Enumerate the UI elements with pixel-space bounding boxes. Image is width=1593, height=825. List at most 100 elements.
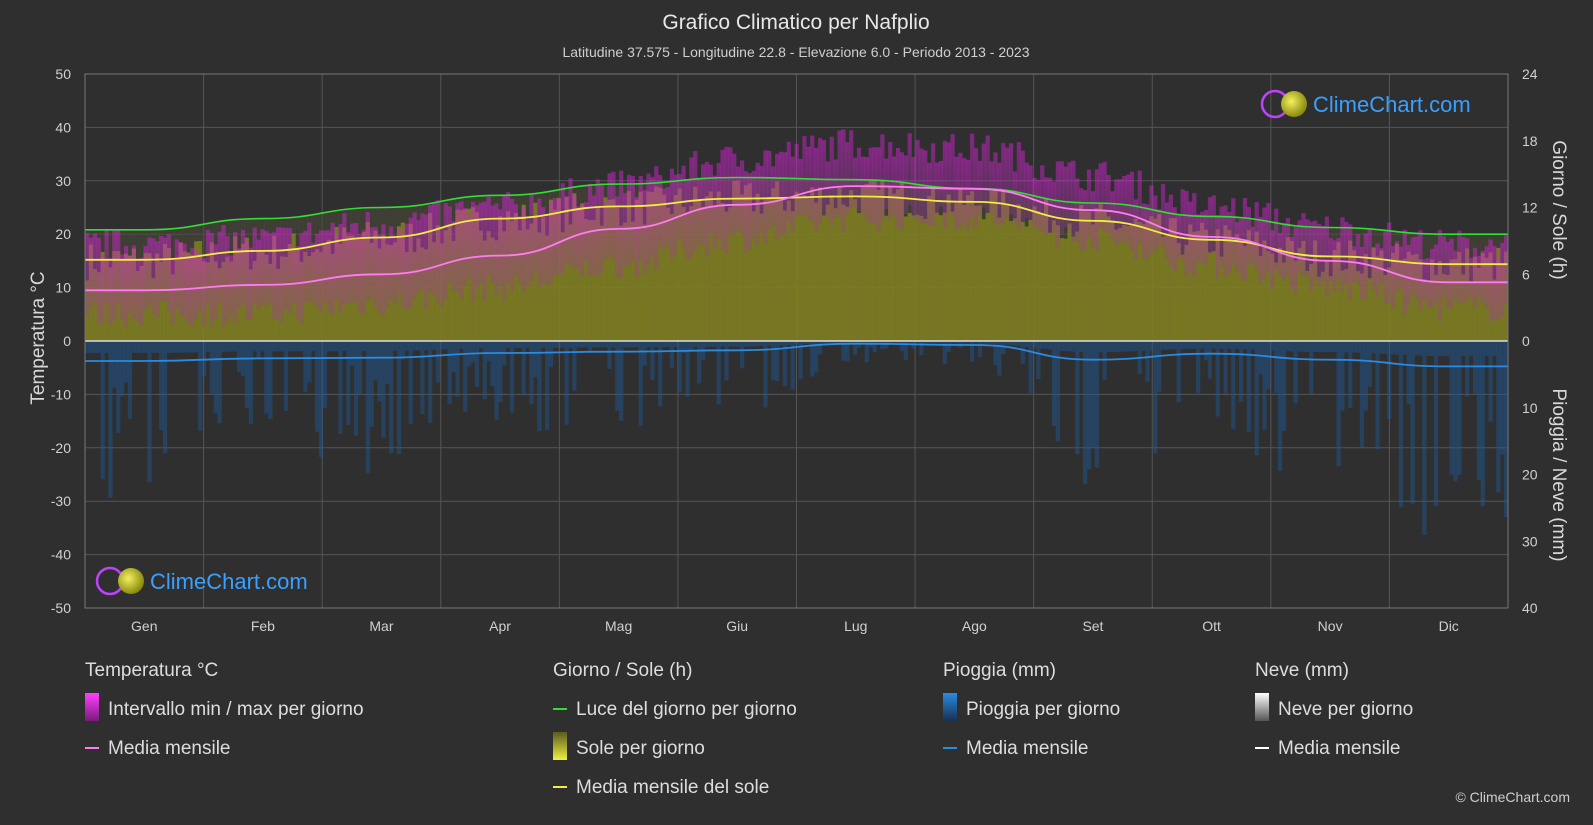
rain-bar [1106, 341, 1111, 353]
sun-bar [751, 211, 756, 341]
rain-bar [1184, 341, 1189, 349]
rain-bar [174, 341, 179, 353]
temp-range-bar [864, 157, 869, 221]
sun-bar [716, 191, 721, 341]
sun-bar [876, 189, 881, 341]
temp-range-bar [470, 202, 476, 303]
rain-bar [1083, 341, 1088, 485]
rain-bar [790, 341, 795, 390]
rain-bar [1394, 341, 1400, 355]
temp-range-bar [626, 174, 632, 266]
rain-bar [1313, 341, 1318, 353]
temp-range-bar [506, 192, 511, 284]
sun-bar [931, 186, 936, 341]
rain-bar [1254, 341, 1259, 456]
rain-bar [178, 341, 183, 353]
temp-range-bar [1008, 143, 1014, 215]
month-label: Mar [369, 618, 393, 634]
month-label: Gen [131, 618, 157, 634]
left-tick-label: 0 [63, 333, 71, 349]
temp-range-bar [630, 175, 636, 260]
temp-range-bar [1480, 250, 1485, 303]
legend-item-label: Media mensile [108, 738, 231, 759]
sun-bar [1383, 275, 1388, 341]
temp-range-bar [139, 257, 144, 327]
temp-range-bar [798, 159, 803, 217]
sun-bar [810, 187, 815, 341]
left-tick-label: 50 [55, 66, 71, 82]
sun-bar [1441, 273, 1446, 341]
left-tick-label: 30 [55, 173, 71, 189]
rain-bar [1094, 341, 1099, 468]
rain-bar [1122, 341, 1127, 352]
sun-bar [1164, 235, 1170, 341]
temp-range-bar [931, 143, 936, 226]
month-label: Apr [489, 618, 511, 634]
rain-bar [915, 341, 920, 343]
rain-bar [841, 341, 846, 361]
sun-bar [759, 213, 764, 341]
temp-range-bar [1461, 237, 1466, 304]
temp-range-bar [946, 142, 951, 214]
rain-bar [1157, 341, 1162, 392]
rain-bar [907, 341, 912, 343]
temp-range-bar [260, 229, 265, 305]
temp-range-bar [1090, 191, 1096, 248]
sun-bar [853, 199, 858, 341]
temp-range-bar [1055, 161, 1060, 248]
temp-range-bar [825, 161, 830, 218]
right-top-tick-label: 12 [1522, 200, 1538, 216]
temp-range-bar [1098, 163, 1103, 228]
temp-range-bar [1320, 225, 1326, 282]
rain-bar [428, 341, 433, 423]
sun-bar [833, 208, 838, 341]
sun-bar [786, 200, 791, 341]
temp-range-bar [1063, 166, 1068, 228]
sun-bar [743, 185, 749, 341]
rain-bar [482, 341, 487, 400]
rain-bar [521, 341, 526, 396]
rain-bar [1406, 341, 1411, 405]
legend-item-label: Pioggia per giorno [966, 699, 1120, 720]
sun-bar [268, 263, 273, 341]
rain-bar [147, 341, 152, 483]
sun-bar [1371, 247, 1376, 341]
sun-bar [1410, 254, 1415, 341]
sun-bar [946, 194, 951, 341]
rain-bar [1430, 341, 1435, 356]
sun-bar [689, 206, 694, 341]
temp-range-bar [151, 238, 156, 314]
rain-bar [330, 341, 335, 352]
rain-bar [778, 341, 784, 346]
temp-range-bar [299, 233, 304, 325]
sun-bar [1036, 211, 1041, 341]
rain-bar [962, 341, 967, 344]
rain-bar [763, 341, 768, 408]
rain-bar [1098, 341, 1103, 353]
rain-bar [209, 341, 214, 394]
sun-bar [856, 212, 862, 341]
sun-bar [720, 203, 725, 341]
rain-bar [619, 341, 624, 421]
temp-range-bar [880, 134, 885, 221]
legend-group-title: Giorno / Sole (h) [553, 660, 692, 681]
temp-range-bar [1410, 237, 1415, 294]
rain-bar [767, 341, 772, 346]
temp-range-bar [404, 223, 409, 310]
temp-range-bar [841, 129, 846, 232]
temp-range-bar [1250, 227, 1255, 263]
rain-bar [420, 341, 425, 414]
temp-range-bar [1196, 214, 1201, 263]
sun-bar [1328, 276, 1333, 341]
temp-range-bar [849, 130, 854, 209]
rain-bar [662, 341, 667, 348]
sun-bar [1262, 240, 1267, 341]
temp-range-bar [981, 143, 986, 208]
sun-bar [662, 194, 667, 341]
sun-bar [1367, 278, 1372, 341]
temp-range-bar [962, 158, 967, 223]
right-bottom-tick-label: 30 [1522, 533, 1538, 549]
temp-range-bar [1449, 238, 1454, 308]
rain-bar [973, 341, 979, 344]
sun-bar [1238, 241, 1244, 341]
